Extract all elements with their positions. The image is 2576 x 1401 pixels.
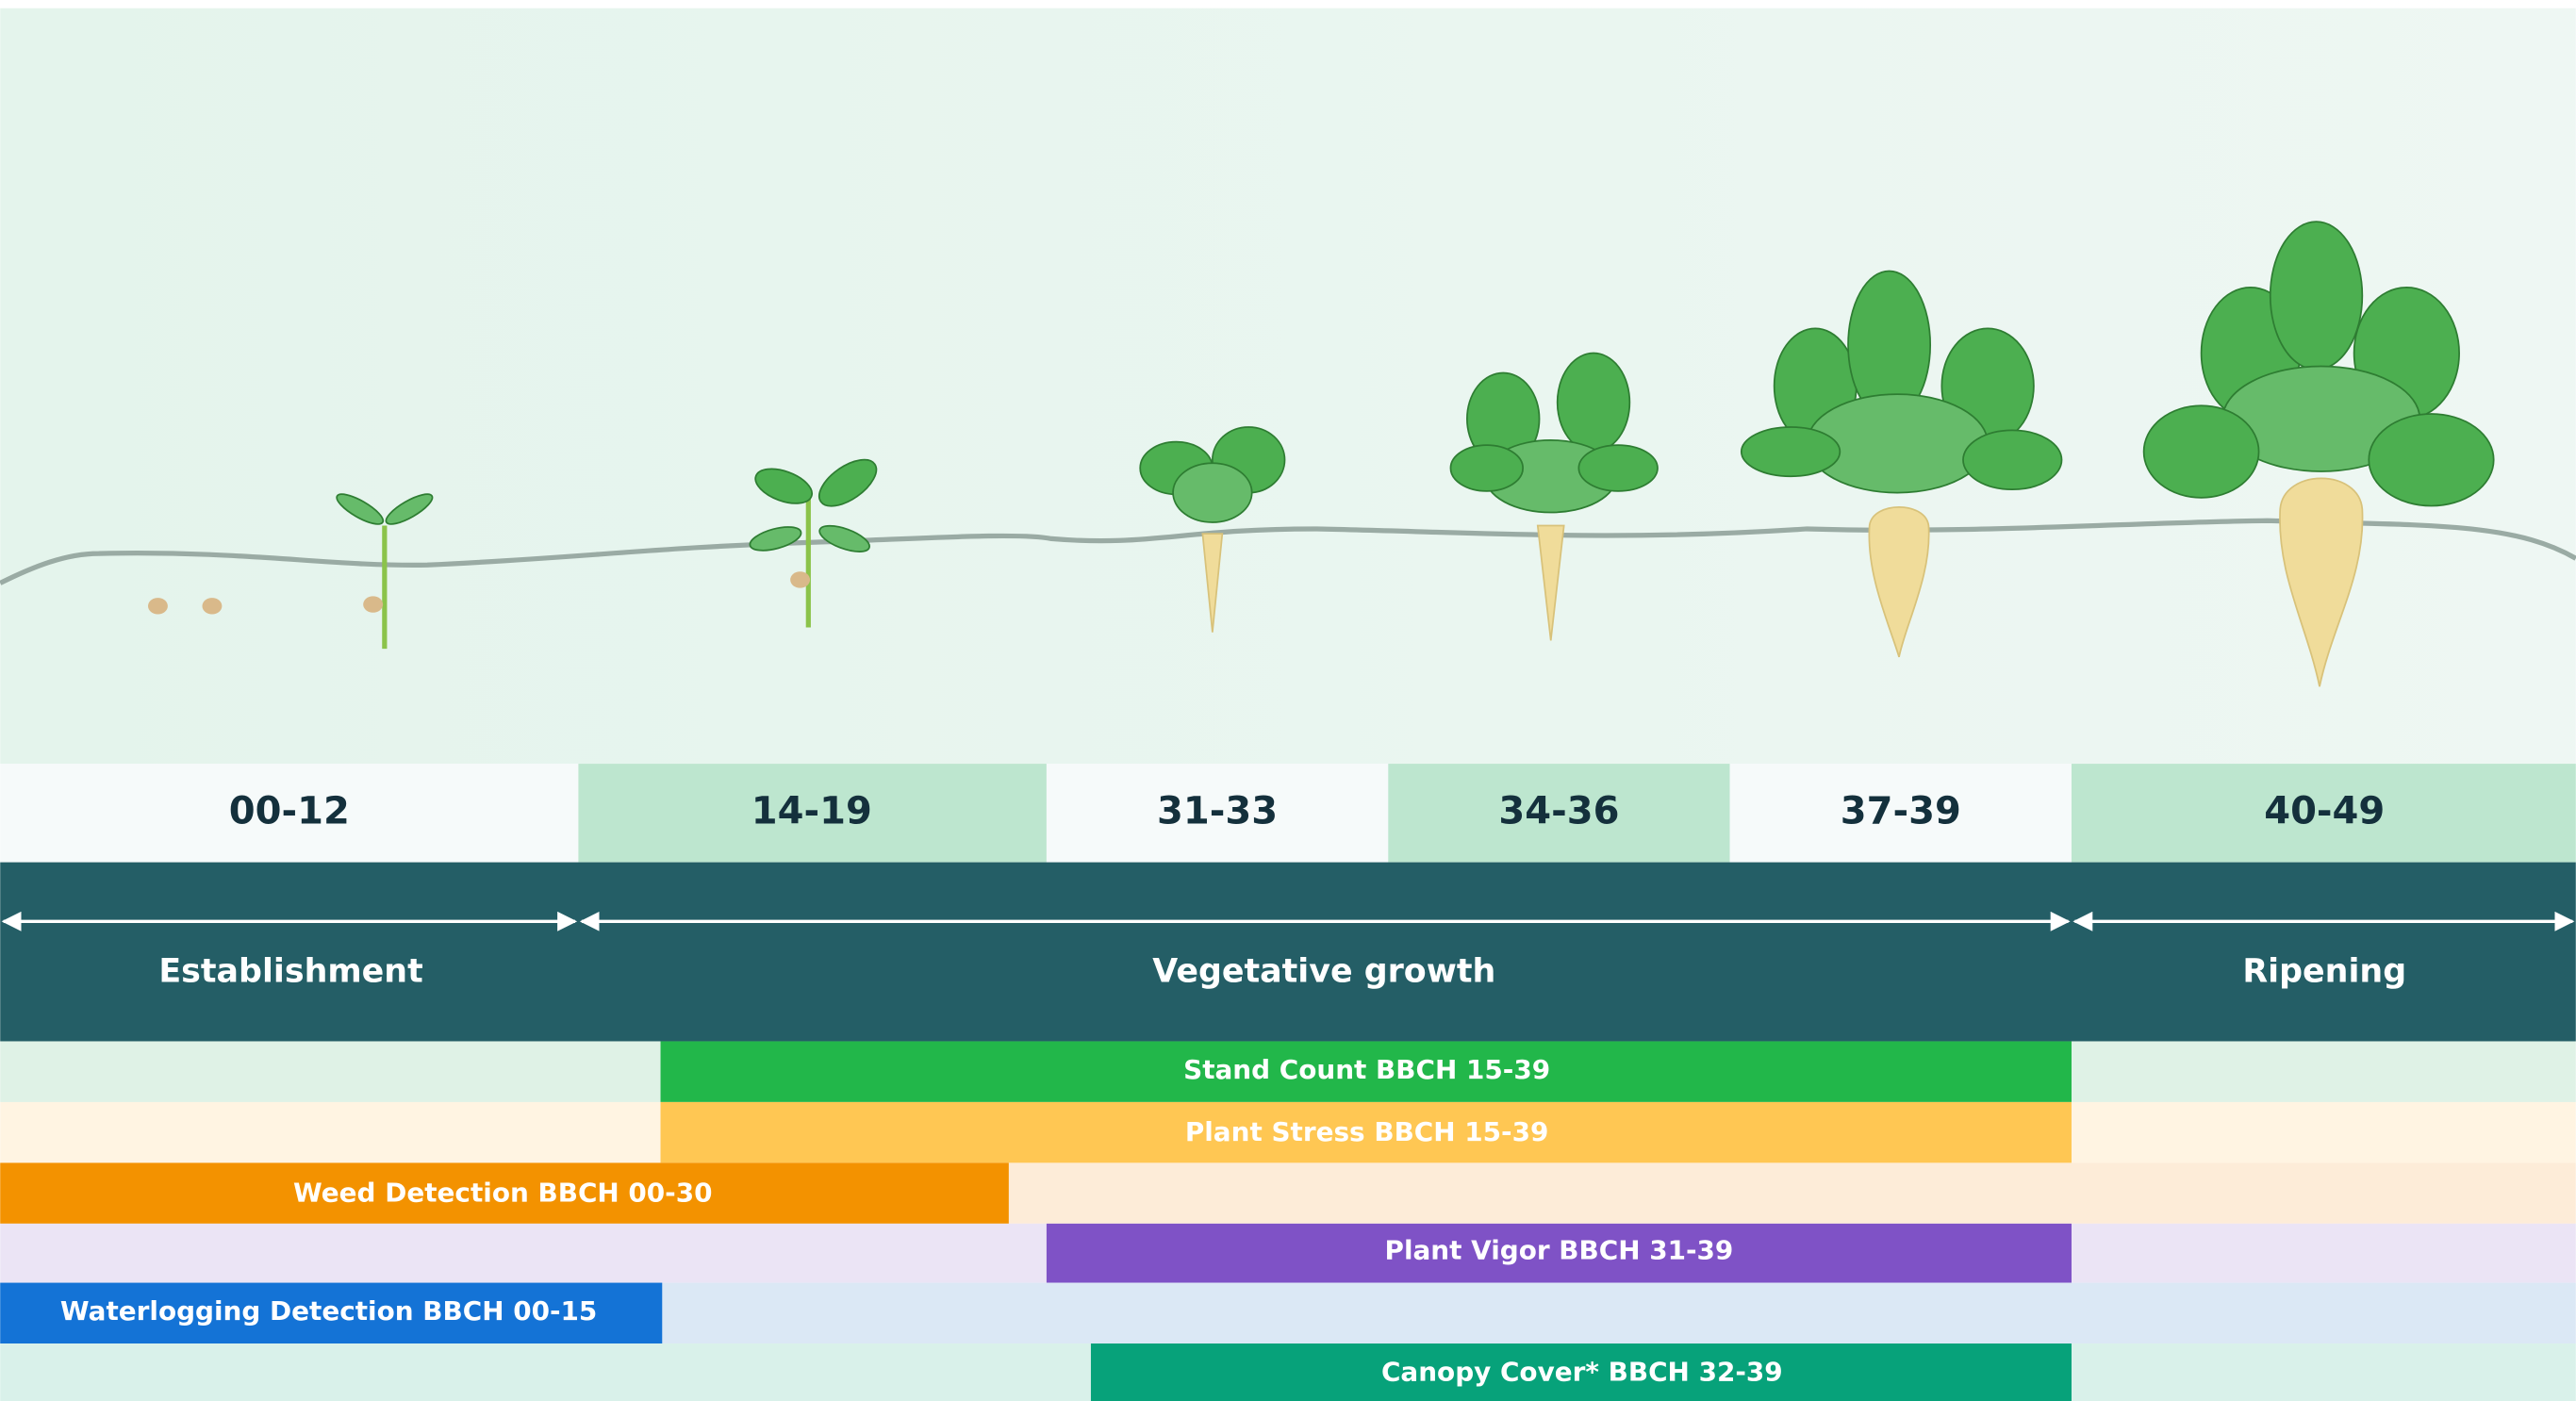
- analytic-label: Weed Detection BBCH 00-30: [293, 1177, 713, 1208]
- stage-row: 00-12 14-19 31-33 34-36 37-39 40-49: [0, 764, 2576, 863]
- illustration-background: [0, 8, 2576, 764]
- phase-band: Establishment Vegetative growth Ripening: [0, 863, 2576, 1042]
- analytic-label: Plant Vigor BBCH 31-39: [1385, 1234, 1734, 1265]
- stage-label: 40-49: [2264, 789, 2385, 832]
- stage-label: 31-33: [1157, 789, 1278, 832]
- stage-label: 37-39: [1841, 789, 1961, 832]
- page: 00-12 14-19 31-33 34-36 37-39 40-49 Esta…: [0, 0, 2576, 1401]
- phase-label: Establishment: [158, 952, 422, 990]
- stage-label: 14-19: [751, 789, 872, 832]
- stage-label: 34-36: [1498, 789, 1619, 832]
- stage-label: 00-12: [229, 789, 350, 832]
- analytic-label: Plant Stress BBCH 15-39: [1185, 1116, 1549, 1147]
- phase-label: Vegetative growth: [1152, 952, 1495, 990]
- phase-label: Ripening: [2242, 952, 2406, 990]
- analytics-rows: Stand Count BBCH 15-39 Plant Stress BBCH…: [0, 1041, 2576, 1401]
- infographic: 00-12 14-19 31-33 34-36 37-39 40-49 Esta…: [0, 0, 2576, 1401]
- analytic-label: Stand Count BBCH 15-39: [1183, 1054, 1550, 1085]
- analytic-label: Waterlogging Detection BBCH 00-15: [60, 1295, 597, 1327]
- analytic-label: Canopy Cover* BBCH 32-39: [1381, 1356, 1783, 1387]
